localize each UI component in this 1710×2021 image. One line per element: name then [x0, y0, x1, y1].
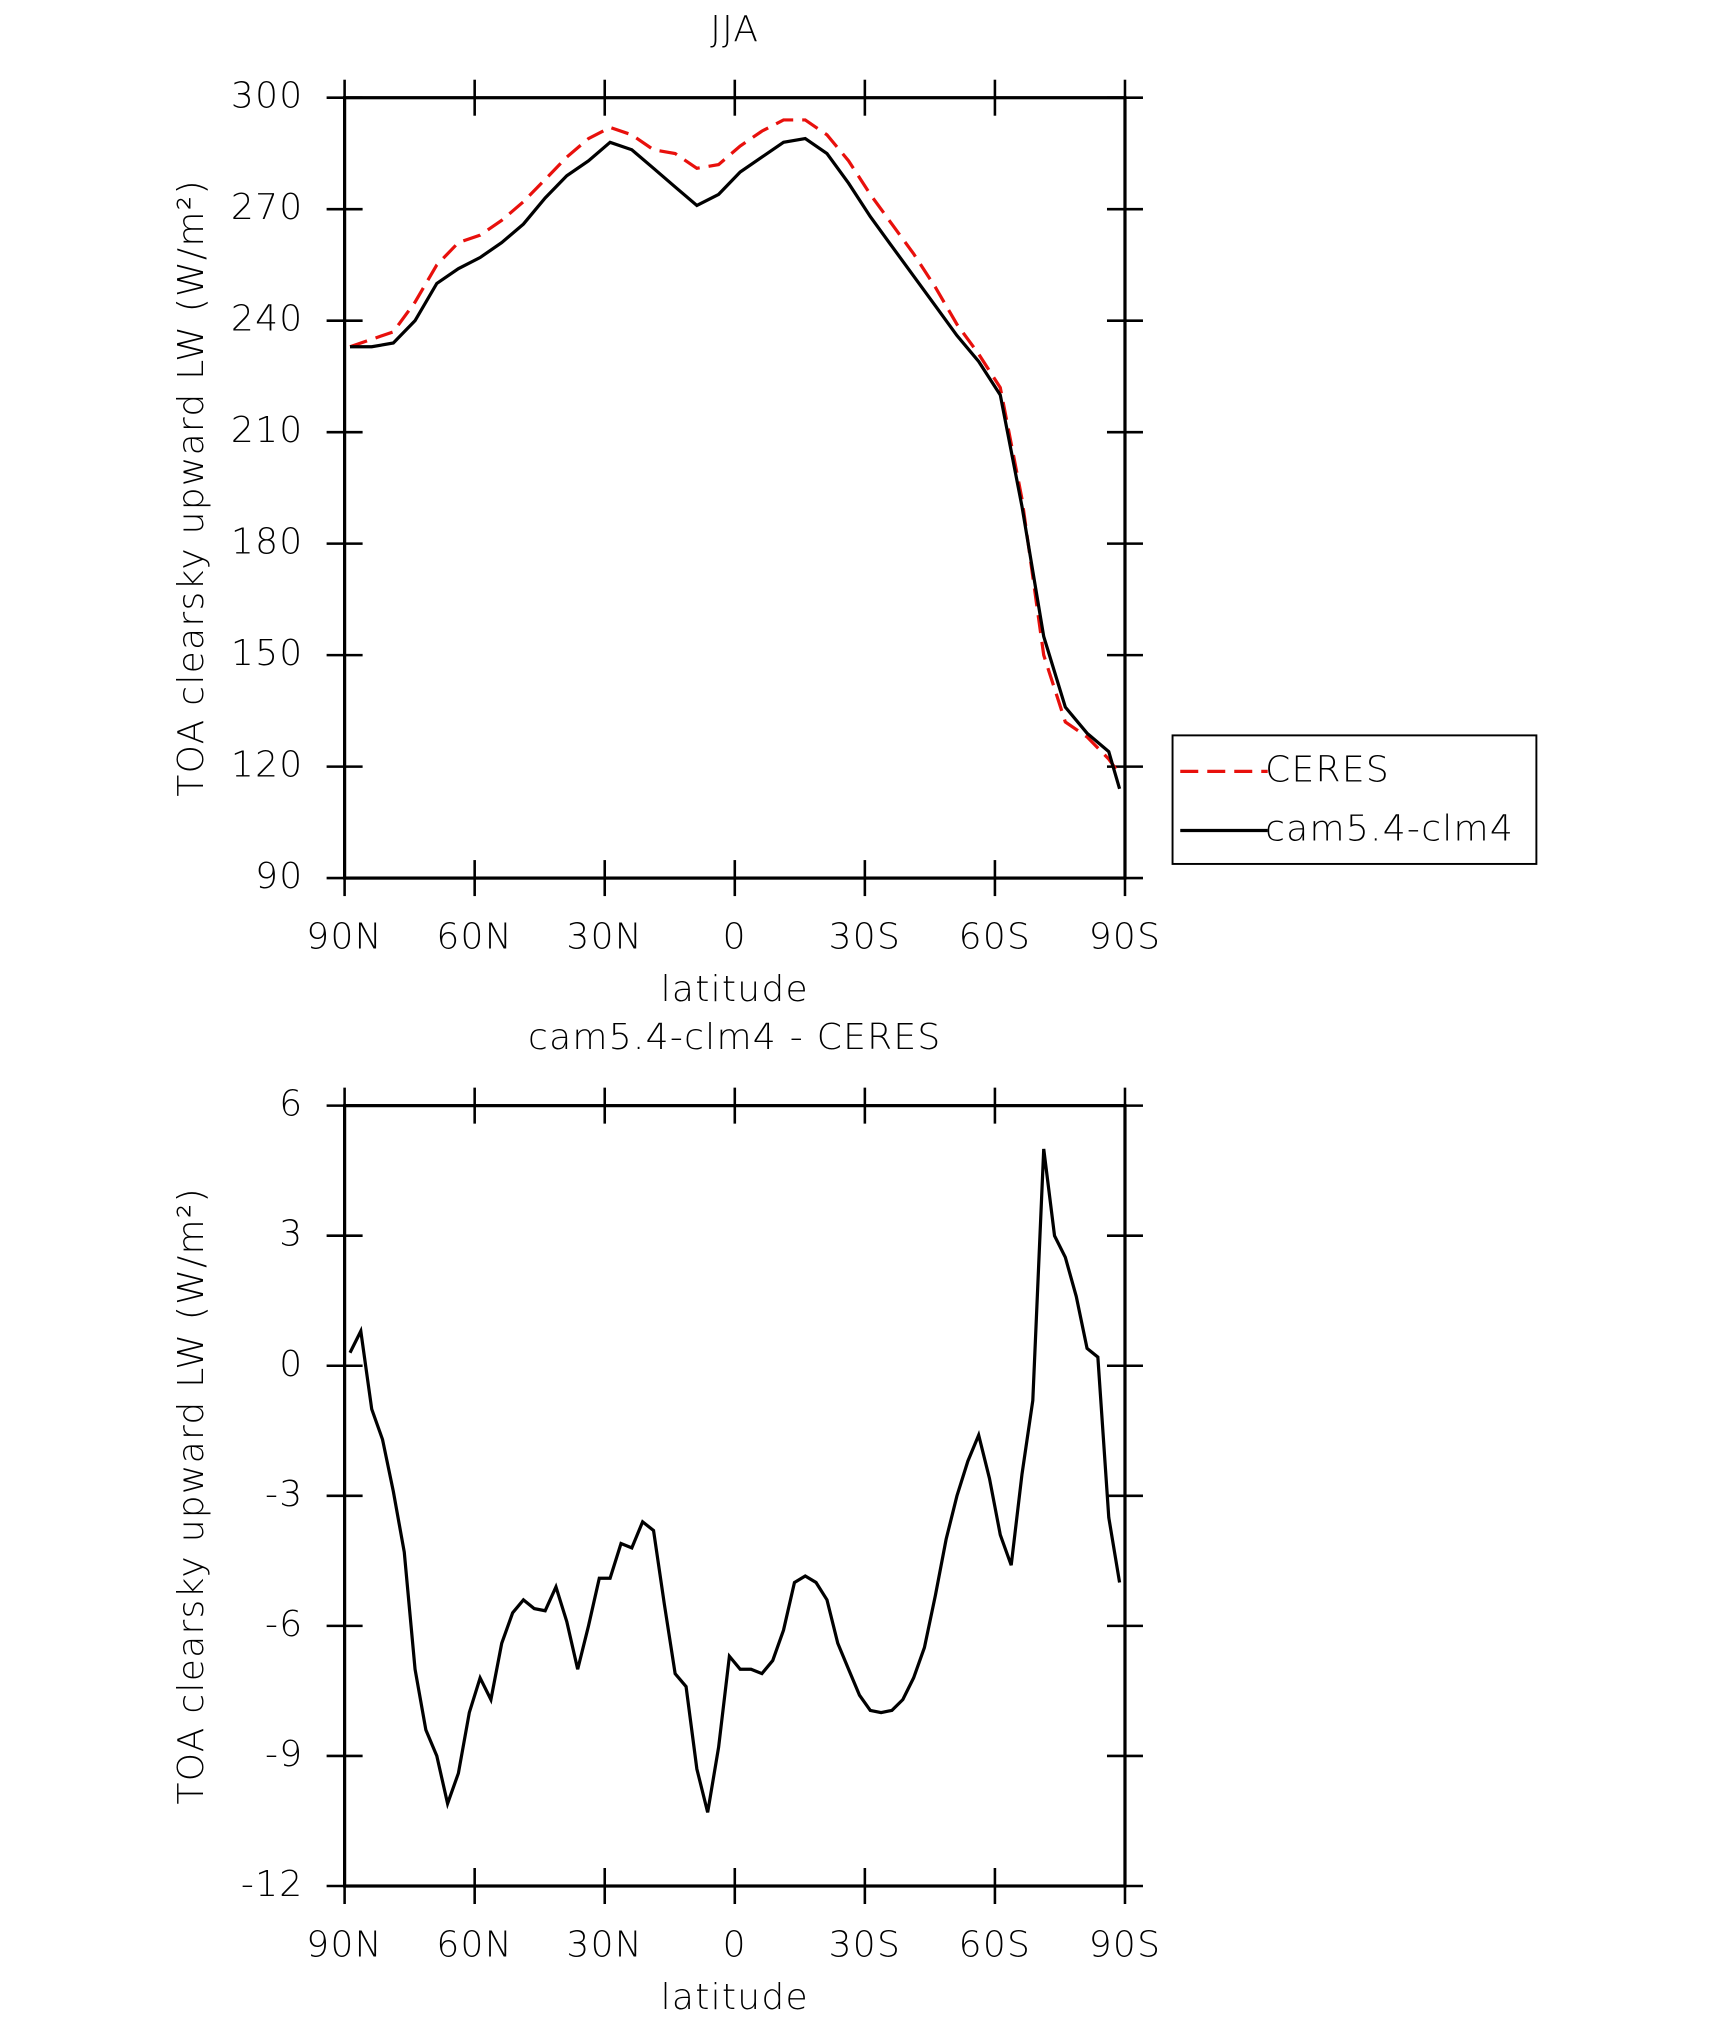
y-tick-label: -9	[265, 1734, 303, 1775]
legend-label: cam5.4-clm4	[1265, 809, 1514, 850]
x-tick-label: 90S	[1089, 1924, 1162, 1965]
data-line	[350, 136, 1122, 790]
x-tick-label: 30S	[829, 1924, 902, 1965]
plot-frame	[343, 1104, 1127, 1888]
y-tick-label: 270	[231, 187, 304, 228]
y-tick-label: 180	[231, 522, 304, 563]
x-tick-label: 30S	[829, 917, 902, 958]
y-tick-label: -12	[241, 1864, 304, 1905]
plot-frame	[343, 96, 1127, 880]
x-tick-label: 90N	[306, 917, 383, 958]
y-axis-label: TOA clearsky upward LW (W/m²)	[171, 179, 212, 796]
x-tick-label: 60N	[436, 917, 513, 958]
x-axis-label: latitude	[661, 1977, 809, 2018]
x-tick-label: 90N	[306, 1924, 383, 1965]
y-axis-label: TOA clearsky upward LW (W/m²)	[171, 1187, 212, 1804]
y-tick-label: 240	[231, 299, 304, 340]
x-tick-label: 60N	[436, 1924, 513, 1965]
data-line	[348, 1148, 1122, 1813]
y-tick-label: 3	[279, 1214, 303, 1255]
y-tick-label: 120	[231, 745, 304, 786]
x-tick-label: 60S	[959, 917, 1032, 958]
data-line	[349, 118, 1121, 776]
legend-label: CERES	[1265, 749, 1390, 790]
x-tick-label: 0	[723, 1924, 747, 1965]
y-tick-label: 300	[231, 76, 304, 117]
chart-title: cam5.4-clm4 - CERES	[528, 1017, 942, 1058]
x-tick-label: 30N	[566, 1924, 643, 1965]
x-tick-label: 0	[723, 917, 747, 958]
x-tick-label: 60S	[959, 1924, 1032, 1965]
y-tick-label: 0	[279, 1344, 303, 1385]
x-axis-label: latitude	[661, 969, 809, 1010]
legend-box	[1171, 734, 1538, 865]
y-tick-label: 210	[231, 410, 304, 451]
y-tick-label: 90	[255, 856, 303, 897]
chart-title: JJA	[710, 9, 759, 50]
x-tick-label: 30N	[566, 917, 643, 958]
y-tick-label: 150	[231, 633, 304, 674]
y-tick-label: -6	[265, 1604, 303, 1645]
y-tick-label: 6	[279, 1084, 303, 1125]
y-tick-label: -3	[265, 1474, 303, 1515]
x-tick-label: 90S	[1089, 917, 1162, 958]
